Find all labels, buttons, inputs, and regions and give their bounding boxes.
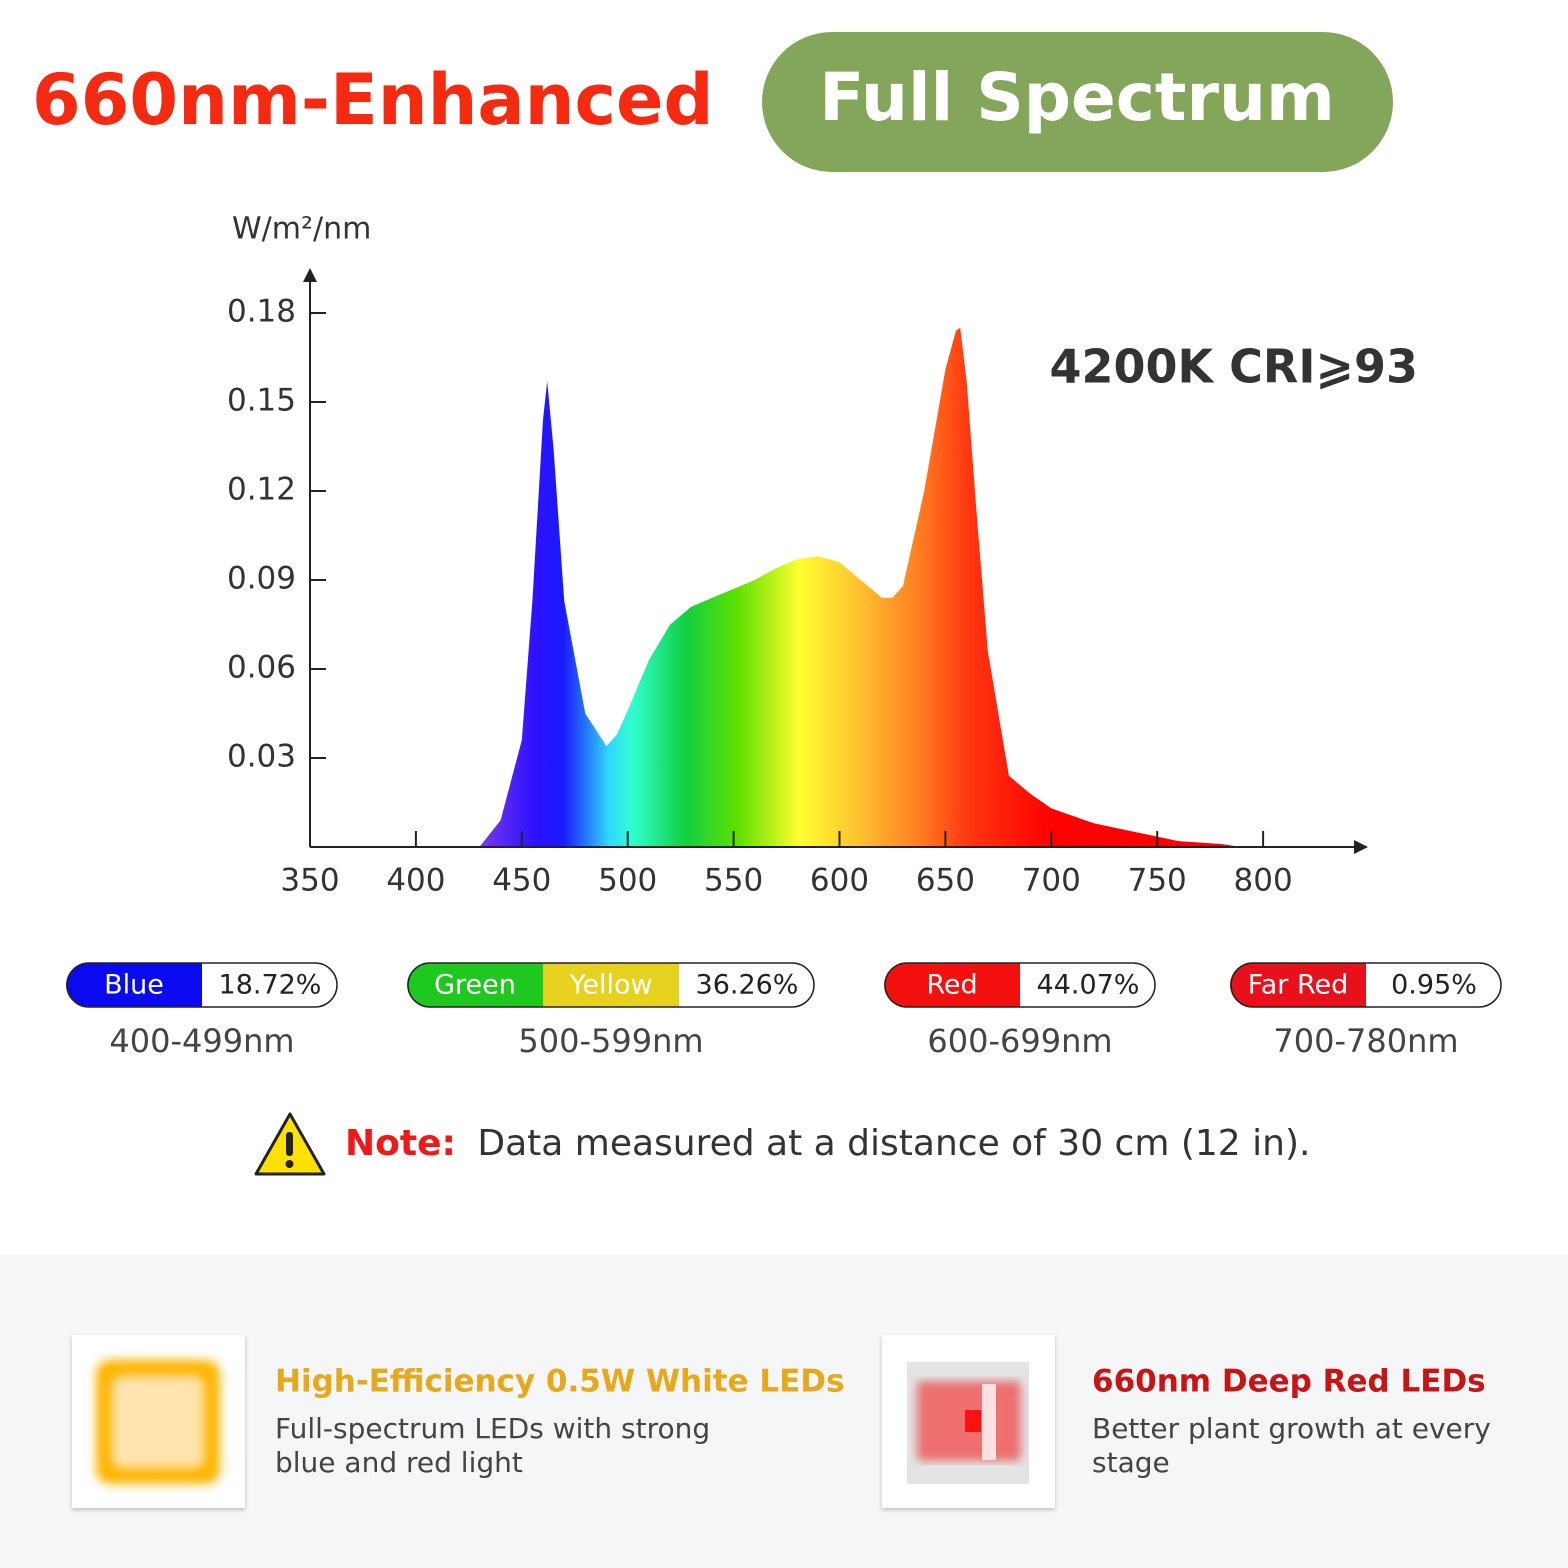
band-color — [1230, 963, 1366, 1007]
band-color — [543, 963, 679, 1007]
x-tick-label: 500 — [598, 863, 657, 899]
pill-border — [884, 962, 1156, 1008]
band-range: 400-499nm — [109, 1022, 294, 1060]
band-range: 700-780nm — [1273, 1022, 1458, 1060]
band-label: Yellow — [568, 970, 652, 1001]
note-text: Data measured at a distance of 30 cm (12… — [477, 1123, 1310, 1164]
band-range: 600-699nm — [927, 1022, 1112, 1060]
x-tick-label: 400 — [386, 863, 445, 899]
y-arrow — [303, 268, 317, 282]
band-percent: 0.95% — [1391, 970, 1477, 1001]
y-tick-label: 0.15 — [227, 383, 296, 419]
pill-border — [1230, 962, 1502, 1008]
band-color — [884, 963, 1020, 1007]
x-tick-label: 750 — [1128, 863, 1187, 899]
band-percent: 18.72% — [219, 970, 322, 1001]
band-label: Far Red — [1248, 970, 1349, 1001]
x-tick-label: 700 — [1022, 863, 1081, 899]
note-label: Note: — [345, 1123, 456, 1164]
feature-section — [0, 1255, 1568, 1568]
feature-text: Better plant growth at every — [1092, 1412, 1491, 1445]
x-tick-label: 600 — [810, 863, 869, 899]
icon-white — [72, 1335, 245, 1508]
feature-title: 660nm Deep Red LEDs — [1092, 1364, 1486, 1400]
pill-border — [66, 962, 338, 1008]
icon-red — [882, 1335, 1055, 1508]
warning-icon — [254, 1112, 326, 1176]
feature-title: High-Efficiency 0.5W White LEDs — [275, 1364, 844, 1400]
annotation: 4200K CRI⩾93 — [1049, 340, 1418, 394]
badge: Full Spectrum — [819, 59, 1335, 136]
x-arrow — [1354, 840, 1368, 854]
spectrum-area — [479, 327, 1242, 847]
band-color — [407, 963, 543, 1007]
x-tick-label: 450 — [492, 863, 551, 899]
x-tick-label: 650 — [916, 863, 975, 899]
features: High-Efficiency 0.5W White LEDs Full-spec… — [275, 1364, 1491, 1480]
bands: Blue 18.72% 400-499nm Green Yellow 36.26% 500-… — [66, 962, 1502, 1060]
y-tick-label: 0.06 — [227, 650, 296, 686]
x-tick-label: 350 — [280, 863, 339, 899]
y-axis-label: W/m²/nm — [232, 212, 371, 247]
band-color — [66, 963, 202, 1007]
y-tick-label: 0.03 — [227, 739, 296, 775]
y-tick-label: 0.09 — [227, 561, 296, 597]
pill-border — [407, 962, 815, 1008]
feature-text: blue and red light — [275, 1446, 523, 1479]
band-label: Blue — [104, 970, 164, 1001]
x-tick-label: 800 — [1234, 863, 1293, 899]
title: 660nm-Enhanced — [32, 59, 714, 141]
y-tick-label: 0.18 — [227, 294, 296, 330]
y-tick-label: 0.12 — [227, 472, 296, 508]
band-label: Red — [926, 970, 977, 1001]
band-label: Green — [434, 970, 516, 1001]
note: Note: Data measured at a distance of 30 … — [345, 1123, 1310, 1164]
band-percent: 36.26% — [696, 970, 799, 1001]
badge-bg — [762, 32, 1393, 172]
feature-text: stage — [1092, 1446, 1170, 1479]
band-range: 500-599nm — [518, 1022, 703, 1060]
feature-text: Full-spectrum LEDs with strong — [275, 1412, 710, 1445]
x-tick-label: 550 — [704, 863, 763, 899]
band-percent: 44.07% — [1037, 970, 1140, 1001]
chart: 0.03 0.06 0.09 0.12 0.15 0.18 350 400 450 500 550 6… — [227, 294, 1293, 899]
